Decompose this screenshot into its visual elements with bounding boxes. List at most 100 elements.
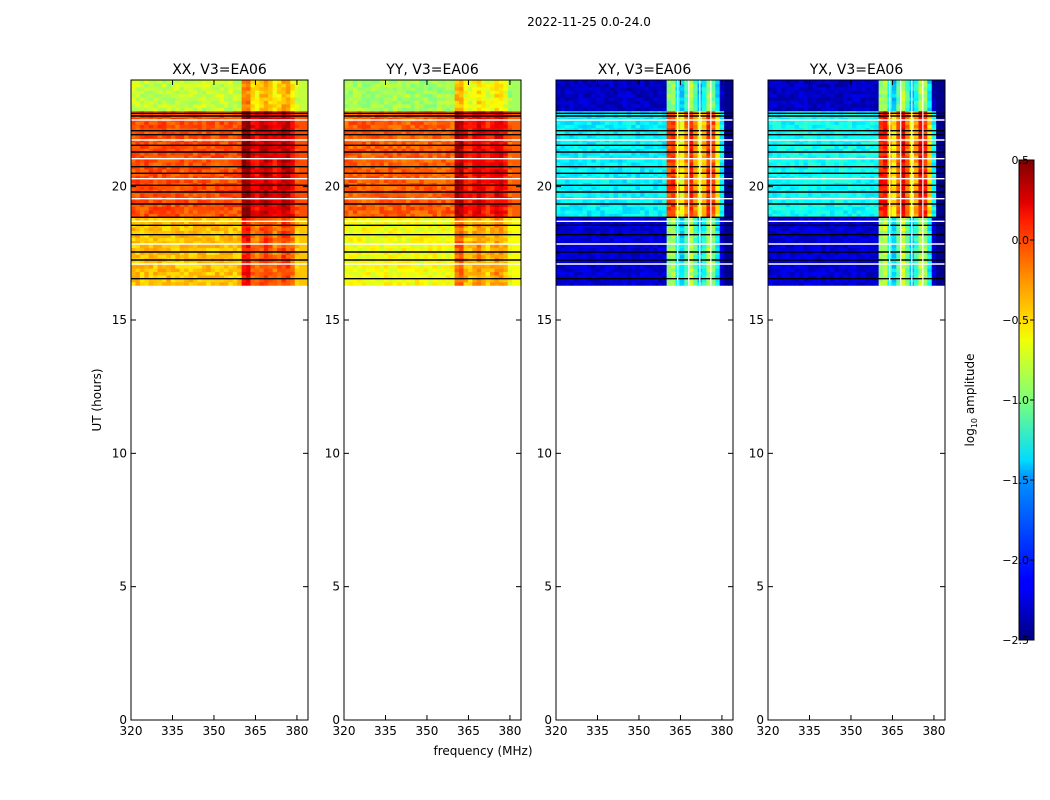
heatmap-cell xyxy=(467,182,473,187)
heatmap-cell xyxy=(285,103,291,108)
heatmap-cell xyxy=(281,234,287,238)
heatmap-cell xyxy=(348,90,354,95)
heatmap-cell xyxy=(383,213,389,218)
heatmap-cell xyxy=(463,127,469,132)
heatmap-cell xyxy=(379,175,385,180)
heatmap-cell xyxy=(259,199,265,204)
heatmap-cell xyxy=(144,162,150,166)
heatmap-cell xyxy=(157,240,163,245)
heatmap-cell xyxy=(361,148,367,153)
heatmap-cell xyxy=(419,261,425,266)
heatmap-cell xyxy=(277,83,282,88)
heatmap-cell xyxy=(374,199,380,204)
heatmap-cell xyxy=(344,206,349,211)
heatmap-cell xyxy=(179,172,185,177)
heatmap-cell xyxy=(210,93,216,98)
heatmap-cell xyxy=(206,158,212,163)
heatmap-cell xyxy=(299,199,304,204)
heatmap-cell xyxy=(175,90,181,95)
heatmap-cell xyxy=(246,220,251,225)
heatmap-cell xyxy=(379,141,385,146)
heatmap-cell xyxy=(485,134,491,139)
heatmap-cell xyxy=(374,127,380,132)
heatmap-cell xyxy=(237,162,243,166)
heatmap-cell xyxy=(401,220,407,225)
heatmap-cell xyxy=(139,234,145,238)
heatmap-cell xyxy=(210,134,216,139)
heatmap-cell xyxy=(459,80,464,84)
heatmap-cell xyxy=(290,230,296,235)
heatmap-cell xyxy=(481,121,486,125)
heatmap-cell xyxy=(352,268,358,273)
heatmap-cell xyxy=(503,97,509,101)
heatmap-cell xyxy=(357,165,363,170)
heatmap-cell xyxy=(215,127,220,132)
heatmap-cell xyxy=(206,254,212,259)
heatmap-cell xyxy=(148,179,154,184)
heatmap-cell xyxy=(419,264,425,269)
heatmap-cell xyxy=(445,103,451,108)
heatmap-cell xyxy=(250,165,256,170)
heatmap-cell xyxy=(277,220,282,225)
heatmap-cell xyxy=(516,203,522,208)
heatmap-cell xyxy=(206,186,212,190)
heatmap-cell xyxy=(135,251,141,255)
heatmap-cell xyxy=(423,240,429,245)
heatmap-cell xyxy=(459,254,464,259)
heatmap-cell xyxy=(206,261,212,266)
heatmap-cell xyxy=(299,107,304,112)
heatmap-cell xyxy=(463,168,469,173)
heatmap-cell xyxy=(467,275,473,279)
heatmap-cell xyxy=(210,145,216,149)
heatmap-cell xyxy=(294,127,300,132)
heatmap-cell xyxy=(481,179,486,184)
heatmap-cell xyxy=(454,127,460,132)
heatmap-cell xyxy=(684,278,690,283)
y-tick-label: 5 xyxy=(332,580,340,594)
heatmap-cell xyxy=(135,278,141,283)
heatmap-cell xyxy=(290,271,296,276)
heatmap-cell xyxy=(131,124,136,129)
heatmap-cell xyxy=(219,179,225,184)
heatmap-cell xyxy=(476,83,482,88)
heatmap-cell xyxy=(285,179,291,184)
heatmap-cell xyxy=(423,278,429,283)
heatmap-cell xyxy=(281,90,287,95)
heatmap-cell xyxy=(361,103,367,108)
heatmap-cell xyxy=(153,172,158,177)
heatmap-cell xyxy=(463,155,469,160)
heatmap-cell xyxy=(370,179,376,184)
heatmap-cell xyxy=(237,227,243,231)
heatmap-cell xyxy=(215,264,220,269)
heatmap-cell xyxy=(184,103,189,108)
heatmap-cell xyxy=(232,220,238,225)
heatmap-cell xyxy=(423,271,429,276)
heatmap-cell xyxy=(144,234,150,238)
heatmap-cell xyxy=(357,100,363,105)
heatmap-cell xyxy=(294,264,300,269)
heatmap-cell xyxy=(419,172,425,177)
heatmap-cell xyxy=(405,268,411,273)
heatmap-cell xyxy=(481,127,486,132)
heatmap-cell xyxy=(348,213,354,218)
heatmap-cell xyxy=(272,97,278,101)
heatmap-cell xyxy=(277,179,282,184)
heatmap-cell xyxy=(161,254,167,259)
heatmap-cell xyxy=(188,165,194,170)
heatmap-cell xyxy=(392,271,398,276)
heatmap-cell xyxy=(507,206,513,211)
heatmap-cell xyxy=(210,268,216,273)
heatmap-cell xyxy=(144,264,150,269)
heatmap-cell xyxy=(268,145,273,149)
x-tick-label: 365 xyxy=(457,724,480,738)
heatmap-cell xyxy=(459,131,464,136)
heatmap-cell xyxy=(201,278,207,283)
heatmap-cell xyxy=(197,83,203,88)
heatmap-cell xyxy=(405,168,411,173)
heatmap-cell xyxy=(263,268,269,273)
heatmap-cell xyxy=(503,254,509,259)
heatmap-cell xyxy=(166,134,172,139)
heatmap-cell xyxy=(246,254,251,259)
heatmap-cell xyxy=(139,192,145,197)
heatmap-cell xyxy=(277,162,282,166)
